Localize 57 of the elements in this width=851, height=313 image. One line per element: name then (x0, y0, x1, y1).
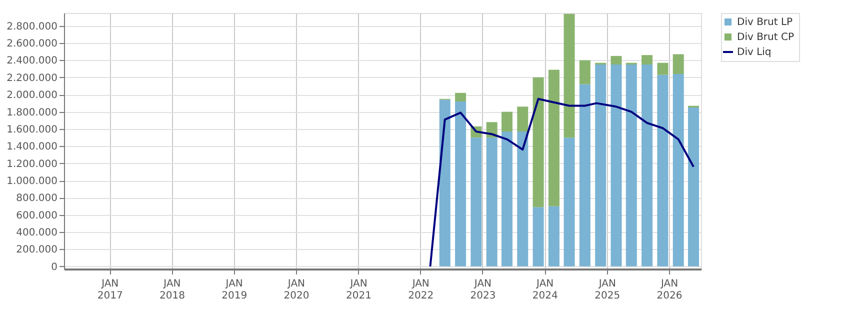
bar (455, 101, 466, 266)
bar (439, 100, 450, 266)
y-tick-label: 2.200.000 (6, 72, 58, 84)
bar (688, 107, 700, 266)
bar (672, 74, 684, 266)
bar (517, 106, 528, 132)
y-tick-label: 1.800.000 (6, 107, 58, 118)
y-tick-label: 1.000.000 (6, 176, 58, 188)
y-tick-label: 2.000.000 (6, 90, 58, 102)
y-tick-label: 600.000 (16, 210, 58, 222)
bar (595, 64, 606, 266)
y-tick-label: 800.000 (16, 193, 58, 204)
bar (610, 64, 622, 266)
y-tick-label: 1.600.000 (6, 124, 58, 136)
bar (642, 55, 653, 65)
x-tick-label: JAN 2021 (346, 278, 372, 302)
bar (548, 70, 560, 206)
bar (642, 64, 653, 266)
bar (564, 14, 575, 138)
x-tick-label: JAN 2024 (532, 278, 558, 302)
bar (548, 206, 560, 266)
y-tick-label: 2.600.000 (6, 38, 58, 50)
x-tick-label: JAN 2023 (470, 278, 496, 302)
x-tick-label: JAN 2020 (284, 278, 310, 302)
bar (532, 77, 544, 208)
x-tick-label: JAN 2022 (408, 278, 434, 302)
bar (579, 60, 590, 84)
bar (517, 132, 528, 266)
y-tick-label: 0 (51, 262, 58, 273)
bar (564, 138, 575, 266)
y-tick-label: 200.000 (16, 244, 58, 256)
bar (626, 64, 637, 266)
bar (455, 92, 466, 102)
line-series (429, 98, 695, 268)
bar (672, 54, 684, 74)
x-tick-label: JAN 2019 (222, 278, 248, 302)
y-tick-label: 400.000 (16, 228, 58, 239)
legend-label: Div Liq (737, 47, 772, 58)
bar (610, 56, 622, 65)
bar (657, 62, 668, 75)
y-tick-label: 1.400.000 (6, 142, 58, 153)
bar (657, 74, 668, 266)
bar (501, 112, 512, 132)
x-tick-label: JAN 2025 (594, 278, 620, 302)
y-tick-label: 2.400.000 (6, 56, 58, 67)
bar (501, 132, 512, 266)
bar (532, 207, 544, 266)
bar (486, 138, 498, 266)
x-tick-label: JAN 2018 (160, 278, 185, 302)
y-tick-label: 2.800.000 (6, 21, 58, 32)
legend-label: Div Brut CP (737, 32, 794, 43)
y-tick-label: 1.200.000 (6, 158, 58, 170)
x-tick-label: JAN 2026 (656, 278, 682, 302)
bar (579, 84, 590, 266)
legend-label: Div Brut LP (737, 17, 793, 28)
x-tick-label: JAN 2017 (97, 278, 123, 302)
bar (470, 138, 482, 266)
